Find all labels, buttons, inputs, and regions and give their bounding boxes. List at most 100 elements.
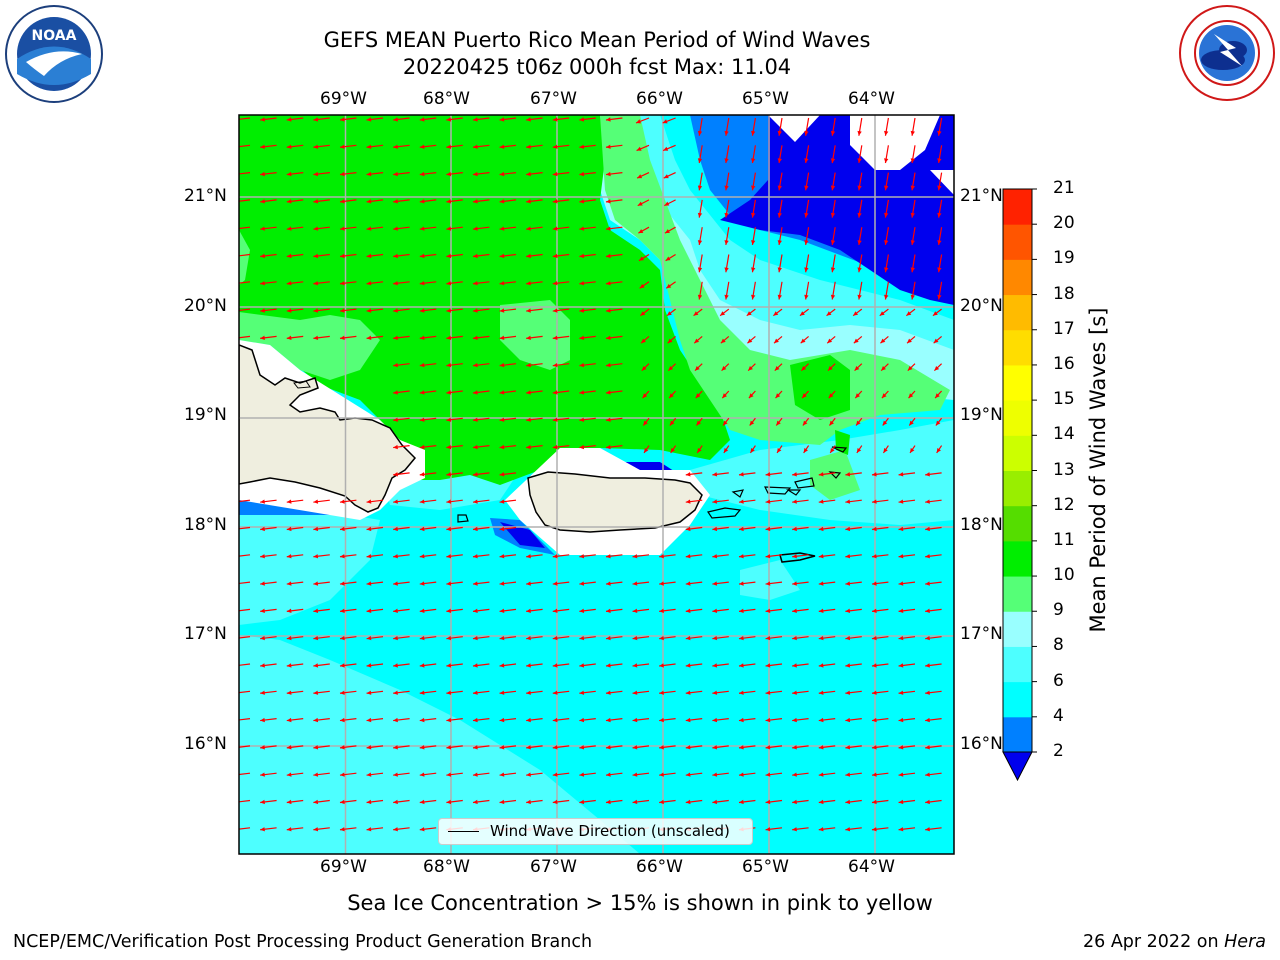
wind-wave-arrowhead [446,144,452,149]
wind-wave-arrowhead [685,663,691,668]
wind-wave-arrowhead [499,417,505,422]
colorbar-tick-label: 4 [1053,705,1064,726]
wind-wave-arrowhead [697,158,703,164]
wind-wave-arrowhead [499,199,505,204]
wind-wave-arrowhead [632,635,638,641]
st-croix-island [779,552,816,563]
colorbar-segment [1003,259,1032,296]
wind-wave-arrowhead [804,212,809,218]
wind-wave-arrowhead [936,447,941,453]
wind-wave-arrowhead [854,365,860,371]
wind-wave-arrow [239,636,251,639]
wind-wave-arrowhead [925,827,930,832]
wind-wave-arrowhead [313,335,319,341]
wind-wave-arrowhead [552,608,558,614]
wind-wave-arrowhead [828,393,834,399]
wind-wave-arrowhead [286,827,292,832]
wind-wave-arrowhead [818,499,824,504]
wind-wave-arrowhead [499,690,505,695]
wind-wave-arrowhead [898,608,904,614]
lon-tick-top-67w: 67°W [530,89,577,109]
wind-wave-arrowhead [751,267,756,273]
wind-wave-arrowhead [765,608,771,614]
wind-wave-arrowhead [313,635,319,641]
wind-wave-arrowhead [552,144,558,149]
wind-wave-arrowhead [579,390,585,395]
wind-wave-arrowhead [605,635,611,641]
wind-wave-arrowhead [818,581,824,586]
wind-wave-arrowhead [552,581,558,586]
wind-wave-arrowhead [366,581,372,586]
wind-wave-arrowhead [857,185,862,191]
wind-wave-arrowhead [419,554,425,559]
wind-wave-arrowhead [339,608,345,614]
wind-wave-arrowhead [393,526,398,532]
wind-wave-arrowhead [898,772,904,777]
colorbar-segment [1003,576,1032,612]
wind-wave-arrowhead [419,281,425,286]
wind-wave-arrowhead [644,447,649,453]
wind-wave-arrowhead [313,663,319,668]
wind-wave-arrowhead [446,444,452,450]
wind-wave-arrowhead [472,799,478,805]
lon-tick-bottom-69w: 69°W [320,857,367,877]
colorbar-tick-label: 2 [1053,741,1064,761]
wind-wave-arrowhead [472,308,478,313]
wind-wave-arrowhead [638,256,644,261]
wind-wave-arrowhead [845,635,851,641]
wind-wave-arrowhead [845,717,851,723]
wind-wave-arrowhead [827,338,833,344]
wind-wave-arrowhead [800,338,806,344]
wind-wave-arrowhead [393,690,398,695]
period-band-10-11 [790,355,850,420]
wind-wave-arrowhead [765,554,771,559]
wind-wave-arrowhead [446,608,452,614]
wind-wave-arrowhead [632,745,638,750]
wind-wave-arrowhead [499,554,505,559]
wind-wave-arrowhead [925,635,930,641]
wind-wave-arrowhead [712,581,718,586]
wind-wave-arrowhead [906,311,912,316]
wind-wave-arrowhead [286,581,292,586]
wind-wave-arrowhead [393,144,398,149]
wind-wave-arrowhead [933,338,939,344]
wind-wave-arrowhead [313,499,319,504]
wind-wave-arrowhead [605,362,611,368]
wind-wave-arrow [239,554,251,557]
wind-wave-arrowhead [579,417,585,422]
wind-wave-arrowhead [910,267,915,273]
colorbar-tick-label: 10 [1053,565,1075,586]
wind-wave-arrowhead [857,212,862,218]
colorbar-tick-label: 20 [1053,213,1075,234]
wind-wave-arrowhead [552,717,558,723]
wind-wave-arrowhead [339,144,345,149]
wind-wave-arrowhead [765,581,771,586]
wind-wave-arrowhead [260,690,265,695]
wind-wave-arrowhead [909,420,914,426]
puerto-rico-landmass [527,471,703,533]
wind-wave-arrowhead [910,240,915,245]
wind-wave-arrowhead [830,185,836,191]
wind-wave-arrowhead [845,581,851,586]
wind-wave-arrowhead [605,253,611,259]
wind-wave-arrowhead [925,581,930,586]
wind-wave-arrowhead [526,335,531,341]
wind-wave-arrowhead [884,294,889,300]
wind-wave-arrowhead [526,308,531,313]
colorbar-extend-triangle [1002,751,1033,782]
wind-wave-arrowhead [662,119,668,124]
wind-wave-arrowhead [605,417,611,422]
wind-wave-arrowhead [774,365,780,371]
wind-wave-arrowhead [446,472,452,477]
wind-wave-arrowhead [260,635,265,641]
wind-wave-arrowhead [472,635,478,641]
lat-tick-left-17n: 17°N [184,624,227,644]
wind-wave-arrowhead [818,745,824,750]
wind-wave-arrowhead [720,311,726,316]
wind-wave-arrow [239,581,251,585]
legend-label: Wind Wave Direction (unscaled) [490,822,730,840]
wind-wave-arrowhead [472,472,478,477]
wind-wave-arrowhead [659,608,664,614]
wind-wave-arrowhead [605,171,611,177]
virgin-islands [764,486,792,495]
